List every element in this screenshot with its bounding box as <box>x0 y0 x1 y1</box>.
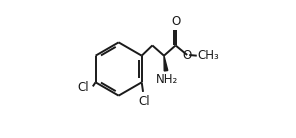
Text: NH₂: NH₂ <box>156 73 178 86</box>
Polygon shape <box>164 56 168 71</box>
Text: Cl: Cl <box>139 95 150 108</box>
Text: Cl: Cl <box>77 81 89 94</box>
Text: O: O <box>171 15 180 28</box>
Text: O: O <box>183 49 192 62</box>
Text: CH₃: CH₃ <box>198 49 219 62</box>
